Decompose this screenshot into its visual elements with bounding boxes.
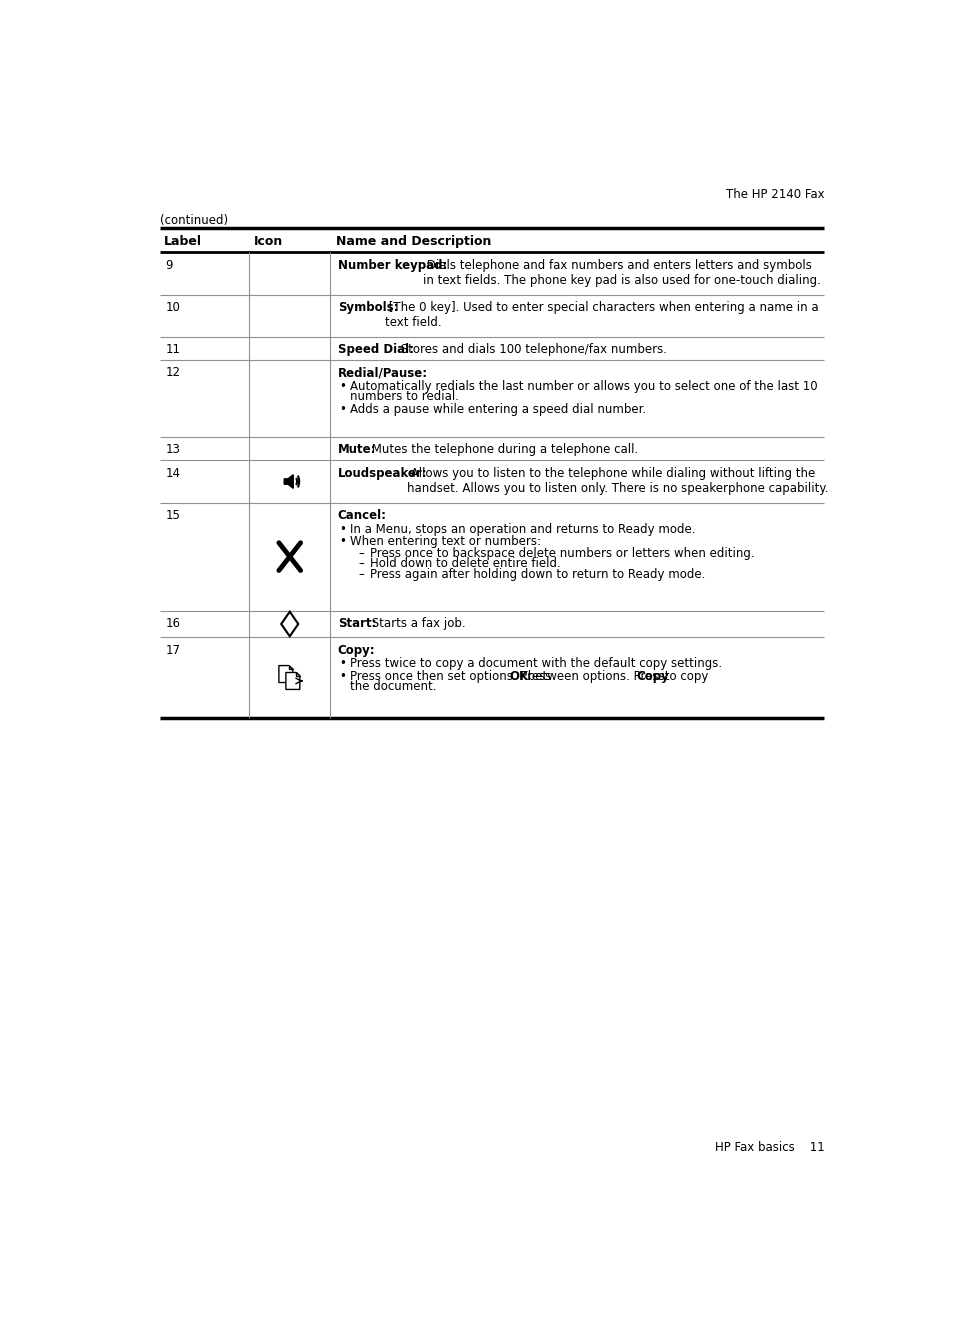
Polygon shape: [286, 672, 299, 690]
Text: Loudspeaker:: Loudspeaker:: [337, 466, 427, 480]
Text: OK: OK: [509, 670, 528, 683]
Polygon shape: [284, 474, 293, 489]
Polygon shape: [295, 672, 299, 676]
Text: Copy: Copy: [636, 670, 668, 683]
Text: (continued): (continued): [159, 214, 228, 227]
Text: In a Menu, stops an operation and returns to Ready mode.: In a Menu, stops an operation and return…: [350, 523, 695, 536]
Text: Copy:: Copy:: [337, 643, 375, 657]
Text: 13: 13: [166, 444, 180, 457]
Text: Press again after holding down to return to Ready mode.: Press again after holding down to return…: [370, 568, 705, 581]
Text: Mutes the telephone during a telephone call.: Mutes the telephone during a telephone c…: [367, 444, 638, 457]
Text: •: •: [339, 380, 346, 394]
Text: 10: 10: [166, 301, 180, 314]
Text: •: •: [339, 403, 346, 416]
Text: –: –: [357, 557, 363, 571]
Text: Speed Dial:: Speed Dial:: [337, 343, 414, 357]
Text: Name and Description: Name and Description: [335, 235, 491, 248]
Text: Redial/Pause:: Redial/Pause:: [337, 366, 428, 379]
Text: Mute:: Mute:: [337, 444, 375, 457]
Text: [The 0 key]. Used to enter special characters when entering a name in a
text fie: [The 0 key]. Used to enter special chara…: [384, 301, 818, 329]
Text: Number keypad:: Number keypad:: [337, 259, 447, 272]
Text: •: •: [339, 523, 346, 536]
Text: When entering text or numbers:: When entering text or numbers:: [350, 535, 540, 548]
Text: 11: 11: [166, 343, 180, 357]
Polygon shape: [289, 666, 293, 670]
Text: the document.: the document.: [350, 680, 436, 692]
Text: Allows you to listen to the telephone while dialing without lifting the
handset.: Allows you to listen to the telephone wh…: [407, 466, 828, 494]
Text: Press once to backspace delete numbers or letters when editing.: Press once to backspace delete numbers o…: [370, 547, 754, 560]
Text: to copy: to copy: [660, 670, 708, 683]
Text: •: •: [339, 535, 346, 548]
Text: Starts a fax job.: Starts a fax job.: [367, 617, 465, 630]
Text: HP Fax basics    11: HP Fax basics 11: [714, 1141, 823, 1155]
Polygon shape: [278, 666, 293, 683]
Text: Press once then set options. Press: Press once then set options. Press: [350, 670, 555, 683]
Text: The HP 2140 Fax: The HP 2140 Fax: [725, 188, 823, 201]
Text: Adds a pause while entering a speed dial number.: Adds a pause while entering a speed dial…: [350, 403, 646, 416]
Text: Dials telephone and fax numbers and enters letters and symbols
in text fields. T: Dials telephone and fax numbers and ente…: [422, 259, 820, 287]
Text: –: –: [357, 568, 363, 581]
Text: Hold down to delete entire field.: Hold down to delete entire field.: [370, 557, 560, 571]
Text: numbers to redial.: numbers to redial.: [350, 390, 458, 403]
Text: •: •: [339, 670, 346, 683]
Text: Icon: Icon: [253, 235, 283, 248]
Text: •: •: [339, 658, 346, 671]
Text: Symbols:: Symbols:: [337, 301, 398, 314]
Text: 15: 15: [166, 509, 180, 522]
Text: Press twice to copy a document with the default copy settings.: Press twice to copy a document with the …: [350, 658, 721, 671]
Text: 9: 9: [166, 259, 173, 272]
Text: Automatically redials the last number or allows you to select one of the last 10: Automatically redials the last number or…: [350, 380, 817, 394]
Text: Label: Label: [164, 235, 202, 248]
Text: between options. Press: between options. Press: [523, 670, 668, 683]
Text: Start:: Start:: [337, 617, 375, 630]
Text: –: –: [357, 547, 363, 560]
Text: 14: 14: [166, 466, 180, 480]
Text: 17: 17: [166, 643, 180, 657]
Text: Stores and dials 100 telephone/fax numbers.: Stores and dials 100 telephone/fax numbe…: [396, 343, 666, 357]
Text: 12: 12: [166, 366, 180, 379]
Text: 16: 16: [166, 617, 180, 630]
Text: Cancel:: Cancel:: [337, 509, 386, 522]
